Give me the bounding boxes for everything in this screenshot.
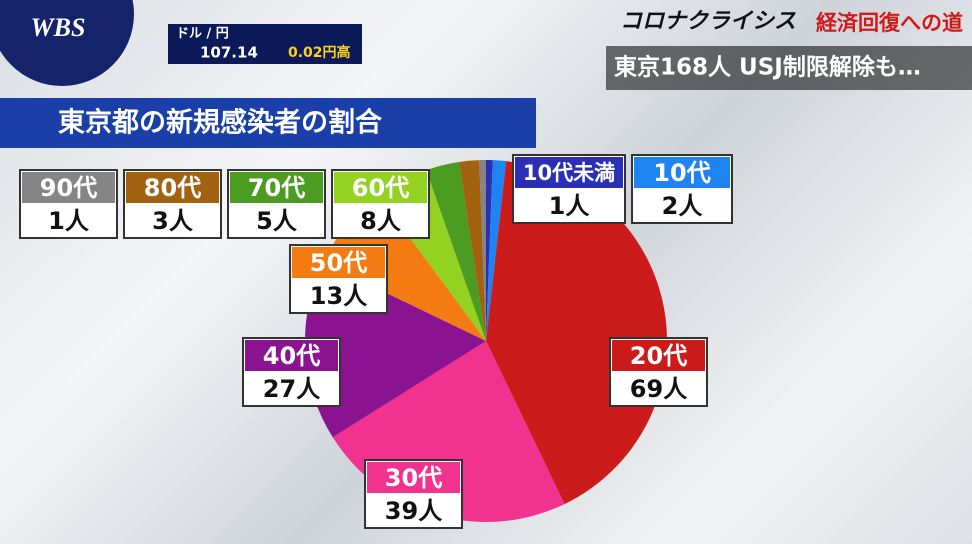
category-label: 60代: [352, 174, 409, 202]
value-label: 69人: [630, 375, 687, 403]
category-label: 30代: [385, 464, 442, 492]
title-banner: [0, 98, 536, 148]
pie-slice: [426, 162, 486, 341]
category-label: 50代: [310, 249, 367, 277]
value-label: 5人: [256, 207, 297, 235]
fx-change: 0.02円高: [288, 44, 351, 61]
label-head: [612, 340, 705, 371]
value-label: 8人: [360, 207, 401, 235]
fx-box: [168, 24, 362, 64]
category-label: 20代: [630, 342, 687, 370]
logo-bg: [0, 0, 134, 86]
label-head: [334, 172, 427, 203]
label-head: [367, 462, 460, 493]
fx-label: ドル / 円: [176, 27, 229, 42]
pie-slice: [486, 160, 507, 341]
series-subtitle: 経済回復への道: [816, 11, 963, 35]
category-label: 70代: [248, 174, 305, 202]
label-head: [515, 157, 623, 188]
label-head: [245, 340, 338, 371]
pie-slice: [486, 160, 493, 341]
pie-slice: [479, 160, 486, 341]
value-label: 13人: [310, 282, 367, 310]
headline-bg: [606, 46, 972, 90]
value-label: 3人: [152, 207, 193, 235]
pie-slice: [486, 161, 668, 505]
category-label: 90代: [40, 174, 97, 202]
value-label: 2人: [662, 192, 703, 220]
category-label: 80代: [144, 174, 201, 202]
value-label: 27人: [263, 375, 320, 403]
category-label: 10代未満: [523, 161, 615, 185]
label-head: [634, 157, 730, 188]
logo: WBS: [31, 13, 86, 42]
label-head: [126, 172, 219, 203]
category-label: 40代: [263, 342, 320, 370]
fx-rate: 107.14: [200, 44, 258, 62]
label-head: [230, 172, 323, 203]
value-label: 1人: [48, 207, 89, 235]
pie-slice: [459, 160, 486, 341]
label-head: [22, 172, 115, 203]
category-label: 10代: [653, 159, 710, 187]
label-head: [292, 247, 385, 278]
headline: 東京168人 USJ制限解除も…: [614, 54, 921, 81]
chart-title: 東京都の新規感染者の割合: [58, 107, 382, 139]
series-title: コロナクライシス: [620, 9, 796, 34]
value-label: 39人: [385, 497, 442, 525]
value-label: 1人: [549, 192, 590, 220]
